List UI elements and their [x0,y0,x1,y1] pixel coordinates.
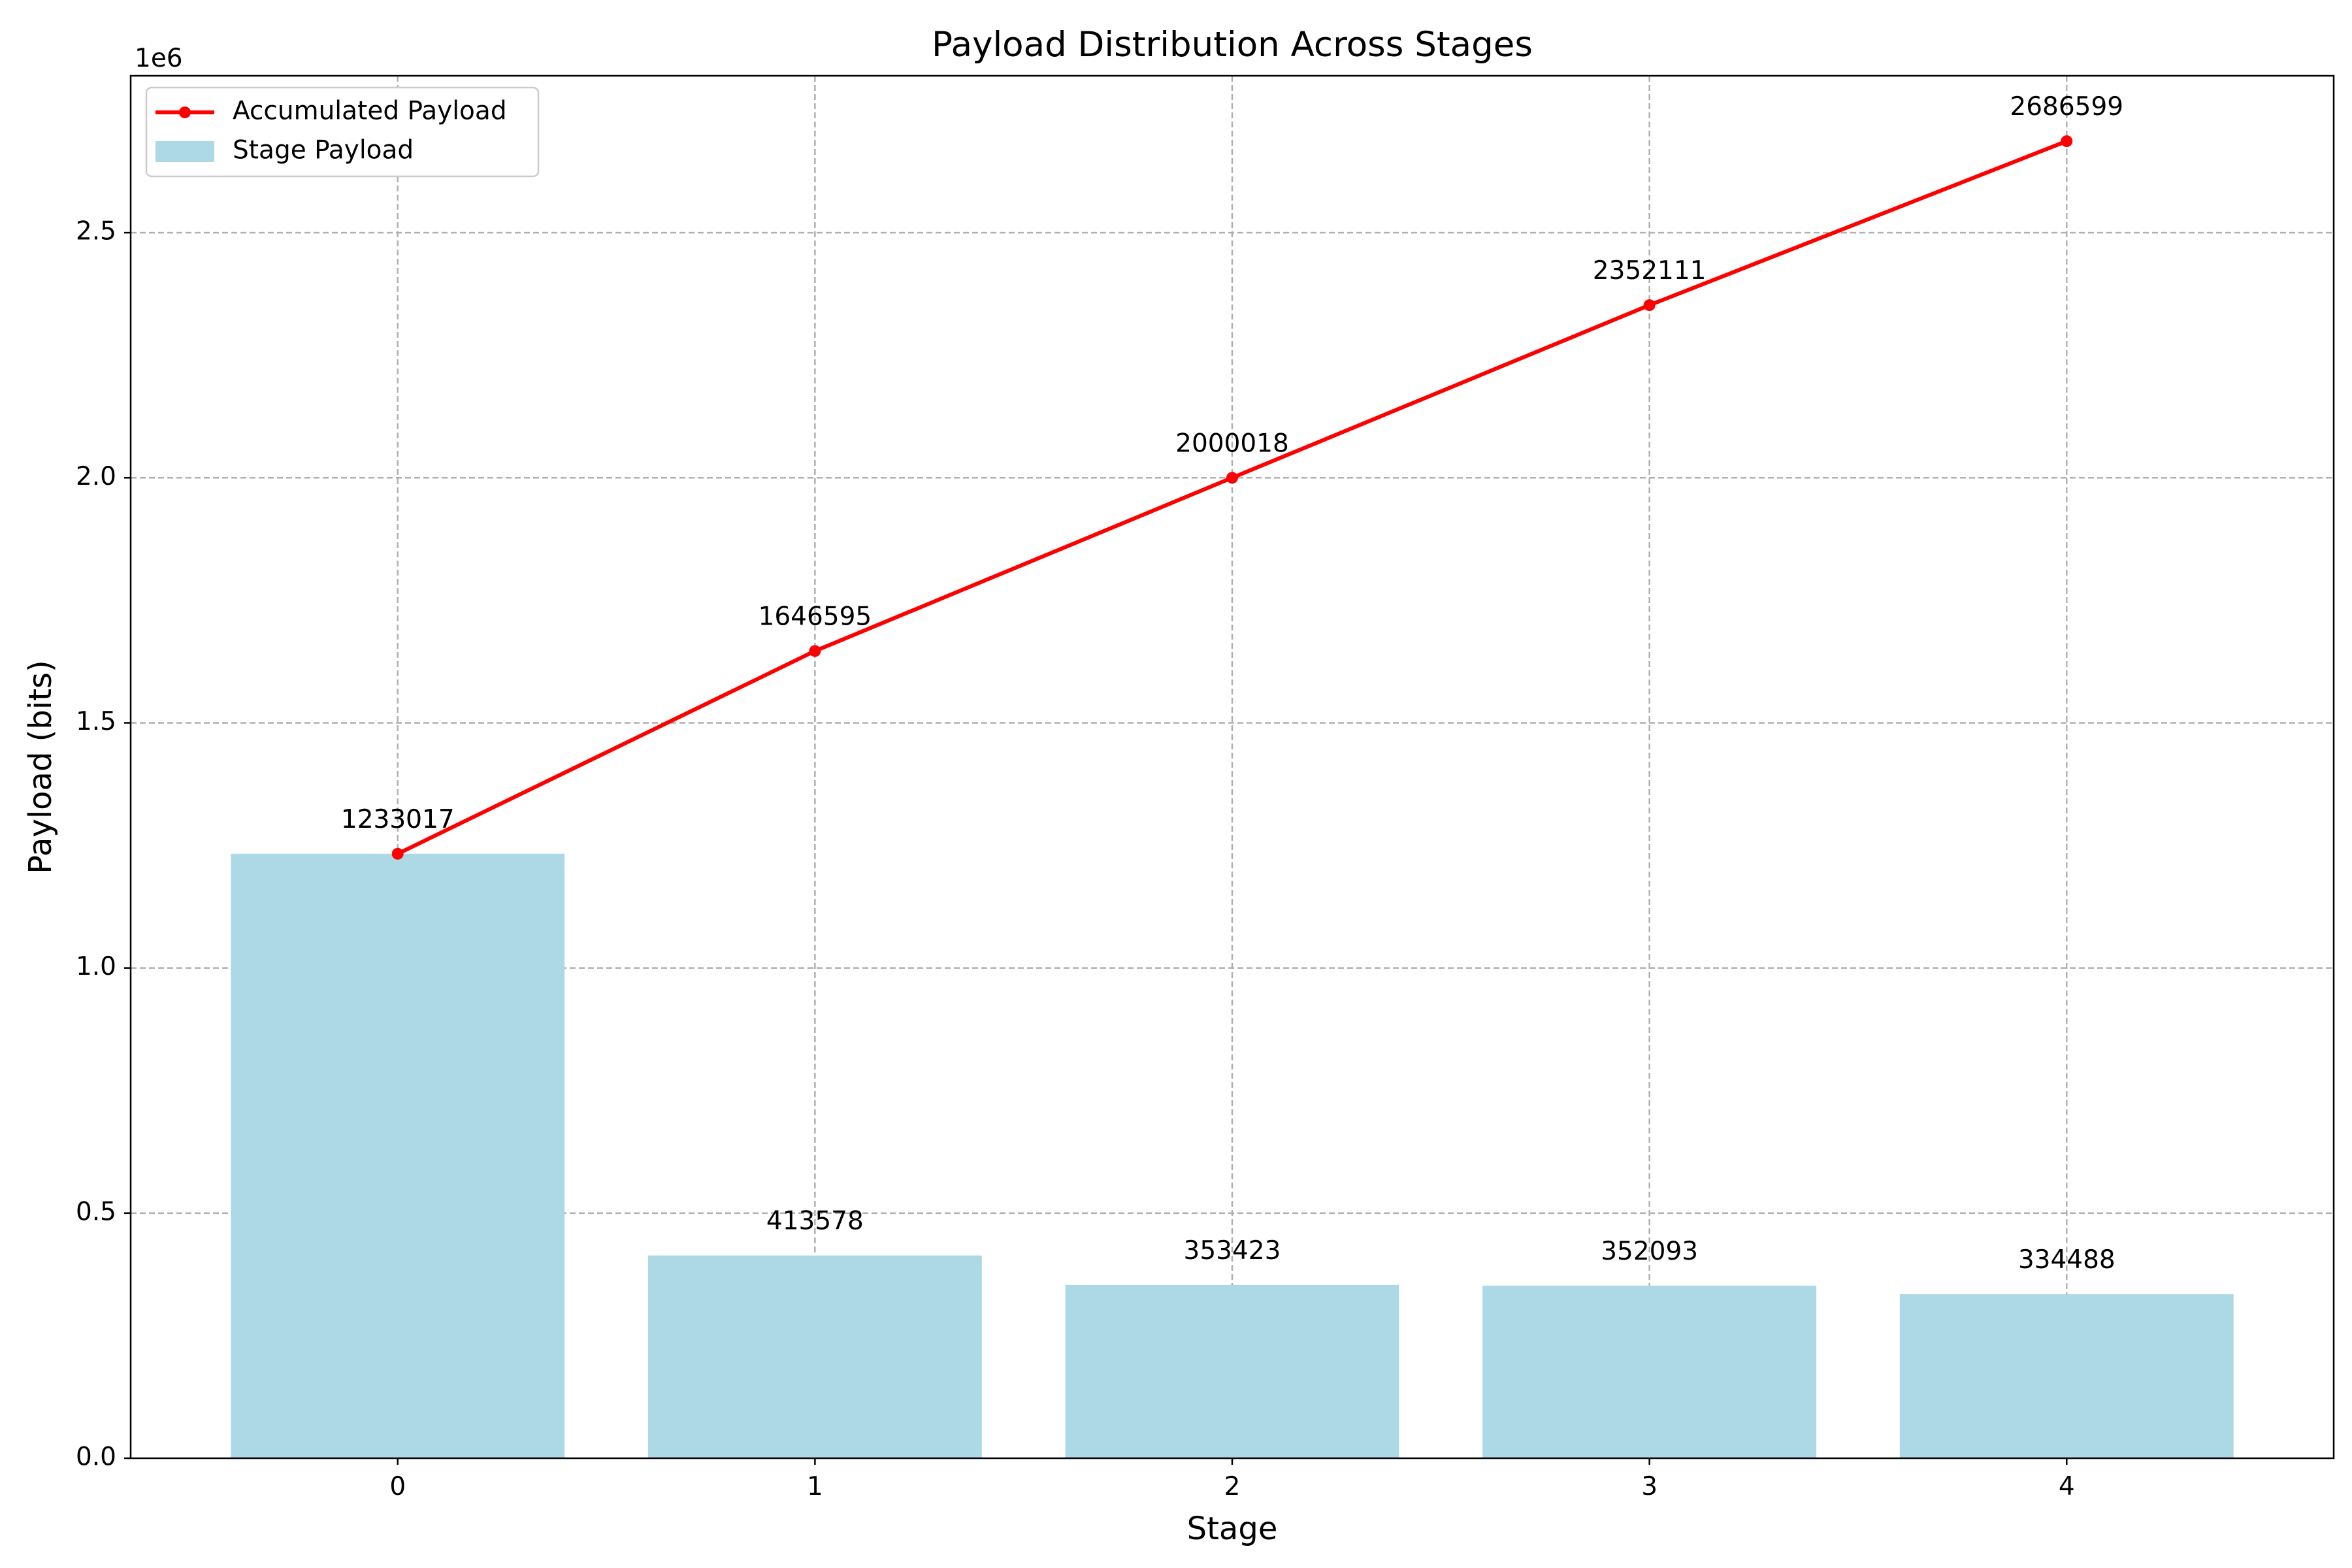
line-series [391,135,2073,860]
line-point [809,645,821,657]
chart-title: Payload Distribution Across Stages [932,25,1533,65]
bar [1482,1285,1817,1458]
bar [647,1255,982,1458]
y-tick-label: 2.0 [76,462,116,491]
bar-value-label: 1233017 [341,805,455,834]
bar-value-label: 334488 [2018,1245,2115,1275]
x-tick-label: 4 [2059,1472,2075,1501]
bar [1899,1294,2234,1458]
line-point [2061,135,2073,148]
legend-bar-swatch [155,141,214,162]
legend-label-accumulated: Accumulated Payload [233,97,507,126]
x-tick-label: 1 [807,1472,823,1501]
y-tick-label: 0.5 [76,1197,116,1226]
x-tick-label: 2 [1224,1472,1241,1501]
line-value-label: 1646595 [759,602,872,631]
y-axis-label: Payload (bits) [22,660,59,874]
axes: 0.0 0.5 1.0 1.5 2.0 2.5 0 1 2 3 4 [76,74,2335,1501]
bar [231,853,565,1458]
y-axis-offset-label: 1e6 [135,44,183,73]
legend: Accumulated Payload Stage Payload [145,86,540,178]
y-tick-label: 0.0 [76,1443,116,1472]
x-tick-label: 3 [1641,1472,1658,1501]
x-tick-label: 0 [389,1472,406,1501]
y-tick-label: 1.5 [76,707,116,736]
y-tick-label: 2.5 [76,217,116,246]
y-tick-label: 1.0 [76,952,116,981]
bar-value-label: 353423 [1184,1236,1281,1266]
legend-frame [145,86,540,178]
line-value-label: 1233017 [341,805,455,834]
legend-label-stage: Stage Payload [233,136,414,165]
legend-line-marker [179,106,191,118]
x-axis-label: Stage [1187,1511,1278,1547]
line-value-label: 2686599 [2010,92,2123,122]
line-point [1226,472,1238,484]
bars [231,853,2234,1458]
line-value-label: 2000018 [1175,429,1289,458]
bar [1065,1284,1399,1458]
line-point [1643,299,1656,312]
bar-value-label: 413578 [766,1207,864,1236]
line-point [391,847,404,860]
line-value-label: 2352111 [1593,256,1707,286]
bar-value-label: 352093 [1601,1237,1698,1266]
